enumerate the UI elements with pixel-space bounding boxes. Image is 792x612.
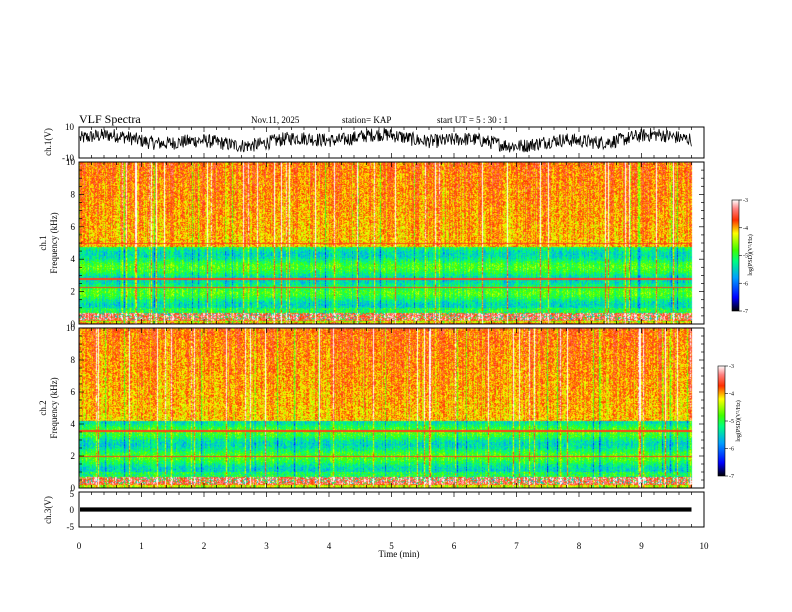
x-tick-label-9: 9 <box>639 541 644 551</box>
x-tick-label-1: 1 <box>139 541 144 551</box>
ch1-colorbar-ticks: -3 -4 -5 -6 -7 <box>739 198 748 315</box>
ch1-colorbar: -3 -4 -5 -6 -7 log(PSD)(V²/Hz) <box>731 198 754 315</box>
colorbar-tick-label: -5 <box>743 254 748 260</box>
colorbar-tick-label: -3 <box>743 198 748 204</box>
ch3-waveform-band <box>80 507 692 512</box>
ch1-spectrogram-panel: 0 2 4 6 8 10 ch.1 Frequency (kHz) <box>38 157 705 329</box>
y-tick-label-10: 10 <box>66 323 76 333</box>
ch1-spectrogram-ylabel-freq: Frequency (kHz) <box>49 212 59 273</box>
y-tick-label-2: 2 <box>71 451 76 461</box>
y-tick-label-4: 4 <box>71 254 76 264</box>
x-tick-label-7: 7 <box>514 541 519 551</box>
figure-title: VLF Spectra <box>79 112 141 126</box>
x-tick-label-3: 3 <box>264 541 269 551</box>
colorbar-tick-label: -7 <box>729 474 734 480</box>
ch1-spectrogram-ylabel: ch.1 <box>38 235 48 250</box>
ch2-colorbar-ticks: -3 -4 -5 -6 -7 <box>725 364 734 480</box>
ch1-spectrogram-xticks <box>78 162 705 324</box>
figure-station: station= KAP <box>342 115 391 125</box>
ch2-colorbar-label: log(PSD)(V²/Hz) <box>735 400 742 441</box>
y-tick-label-0: 0 <box>71 483 76 493</box>
colorbar-tick-label: -4 <box>743 226 748 232</box>
ch1-waveform-ticks <box>78 127 705 158</box>
ch3-waveform-panel: 5 0 -5 ch.3(V) <box>43 489 705 532</box>
ch1-waveform-ylabel: ch.1(V) <box>43 128 53 156</box>
colorbar-tick-label: -6 <box>729 447 734 453</box>
ch1-ytick-top: 10 <box>65 122 75 132</box>
ch1-waveform-line <box>79 127 692 153</box>
ch3-ytick-middle: 0 <box>70 505 75 515</box>
y-tick-label-2: 2 <box>71 287 76 297</box>
y-tick-label-6: 6 <box>71 222 76 232</box>
ch1-waveform-panel: 10 -10 ch.1(V) <box>43 122 705 163</box>
colorbar-tick-label: -7 <box>743 309 748 315</box>
x-axis-tick-labels: 0 1 2 3 4 5 6 7 8 9 10 <box>77 541 709 551</box>
y-tick-label-4: 4 <box>71 419 76 429</box>
ch1-spectrogram-image <box>79 162 704 324</box>
x-tick-label-2: 2 <box>202 541 207 551</box>
y-tick-label-8: 8 <box>71 355 76 365</box>
x-tick-label-10: 10 <box>700 541 710 551</box>
ch2-spectrogram-ylabel: ch.2 <box>38 400 48 415</box>
y-tick-label-8: 8 <box>71 189 76 199</box>
ch3-ytick-top: 5 <box>70 489 75 499</box>
figure-start-time: start UT = 5 : 30 : 1 <box>437 115 508 125</box>
ch2-spectrogram-image <box>79 328 704 488</box>
x-tick-label-5: 5 <box>389 541 394 551</box>
ch2-spectrogram-yticks: 0 2 4 6 8 10 <box>66 323 704 493</box>
colorbar-tick-label: -5 <box>729 419 734 425</box>
ch3-waveform-ticks <box>78 492 705 527</box>
x-tick-label-4: 4 <box>327 541 332 551</box>
figure-date: Nov.11, 2025 <box>251 115 300 125</box>
x-tick-label-8: 8 <box>577 541 582 551</box>
ch3-waveform-ylabel: ch.3(V) <box>43 496 53 524</box>
ch1-colorbar-label: log(PSD)(V²/Hz) <box>747 234 754 275</box>
x-tick-label-6: 6 <box>452 541 457 551</box>
ch1-spectrogram-yticks: 0 2 4 6 8 10 <box>66 157 704 329</box>
ch2-spectrogram-panel: 0 2 4 6 8 10 ch.2 Frequency (kHz) <box>38 323 705 493</box>
colorbar-tick-label: -3 <box>729 364 734 370</box>
x-axis-label: Time (min) <box>379 549 420 559</box>
y-tick-label-6: 6 <box>71 387 76 397</box>
x-tick-label-0: 0 <box>77 541 82 551</box>
ch1-ytick-bottom: -10 <box>62 153 74 163</box>
ch2-colorbar: -3 -4 -5 -6 -7 log(PSD)(V²/Hz) <box>717 364 742 480</box>
ch2-colorbar-gradient <box>717 365 726 477</box>
colorbar-tick-label: -6 <box>743 281 748 287</box>
ch2-spectrogram-ylabel-freq: Frequency (kHz) <box>49 377 59 438</box>
y-tick-label-10: 10 <box>66 157 76 167</box>
ch3-ytick-bottom: -5 <box>67 522 75 532</box>
ch1-colorbar-gradient <box>731 199 740 312</box>
colorbar-tick-label: -4 <box>729 392 734 398</box>
ch2-spectrogram-xticks <box>78 328 705 488</box>
y-tick-label-0: 0 <box>71 319 76 329</box>
